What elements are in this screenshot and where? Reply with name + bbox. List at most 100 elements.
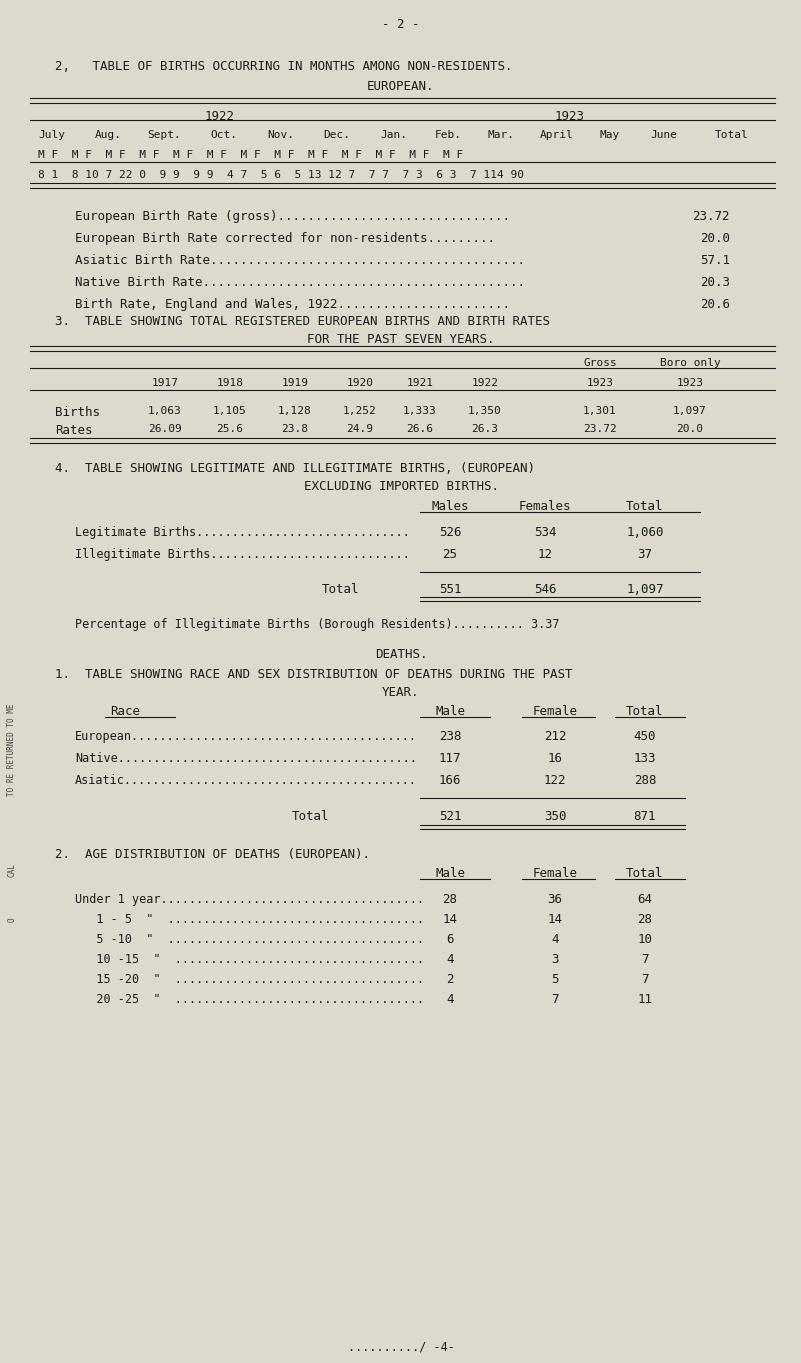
Text: Native Birth Rate...........................................: Native Birth Rate.......................… xyxy=(75,275,525,289)
Text: July: July xyxy=(38,129,65,140)
Text: Feb.: Feb. xyxy=(435,129,462,140)
Text: 12: 12 xyxy=(537,548,553,562)
Text: Males: Males xyxy=(431,500,469,512)
Text: 20.0: 20.0 xyxy=(700,232,730,245)
Text: 450: 450 xyxy=(634,731,656,743)
Text: 1923: 1923 xyxy=(586,378,614,388)
Text: 1919: 1919 xyxy=(281,378,308,388)
Text: Total: Total xyxy=(715,129,749,140)
Text: 526: 526 xyxy=(439,526,461,538)
Text: 25.6: 25.6 xyxy=(216,424,244,433)
Text: Female: Female xyxy=(533,705,578,718)
Text: 122: 122 xyxy=(544,774,566,786)
Text: Percentage of Illegitimate Births (Borough Residents).......... 3.37: Percentage of Illegitimate Births (Borou… xyxy=(75,617,560,631)
Text: EXCLUDING IMPORTED BIRTHS.: EXCLUDING IMPORTED BIRTHS. xyxy=(304,480,498,493)
Text: Asiatic.........................................: Asiatic.................................… xyxy=(75,774,417,786)
Text: 11: 11 xyxy=(638,994,653,1006)
Text: 1918: 1918 xyxy=(216,378,244,388)
Text: 8 1  8 10 7 22 0  9 9  9 9  4 7  5 6  5 13 12 7  7 7  7 3  6 3  7 114 90: 8 1 8 10 7 22 0 9 9 9 9 4 7 5 6 5 13 12 … xyxy=(38,170,524,180)
Text: 26.09: 26.09 xyxy=(148,424,182,433)
Text: 5: 5 xyxy=(551,973,559,985)
Text: Jan.: Jan. xyxy=(380,129,407,140)
Text: 23.72: 23.72 xyxy=(583,424,617,433)
Text: Total: Total xyxy=(626,867,664,880)
Text: 1922: 1922 xyxy=(205,110,235,123)
Text: 5 -10  "  ....................................: 5 -10 " ................................… xyxy=(75,934,424,946)
Text: 10: 10 xyxy=(638,934,653,946)
Text: Birth Rate, England and Wales, 1922.......................: Birth Rate, England and Wales, 1922.....… xyxy=(75,298,510,311)
Text: 2,   TABLE OF BIRTHS OCCURRING IN MONTHS AMONG NON-RESIDENTS.: 2, TABLE OF BIRTHS OCCURRING IN MONTHS A… xyxy=(55,60,513,74)
Text: M F  M F  M F  M F  M F  M F  M F  M F  M F  M F  M F  M F  M F: M F M F M F M F M F M F M F M F M F M F … xyxy=(38,150,463,159)
Text: 117: 117 xyxy=(439,752,461,765)
Text: 20.3: 20.3 xyxy=(700,275,730,289)
Text: Race: Race xyxy=(110,705,140,718)
Text: Illegitimate Births............................: Illegitimate Births.....................… xyxy=(75,548,410,562)
Text: 23.8: 23.8 xyxy=(281,424,308,433)
Text: 133: 133 xyxy=(634,752,656,765)
Text: 1,350: 1,350 xyxy=(468,406,502,416)
Text: 37: 37 xyxy=(638,548,653,562)
Text: 1,301: 1,301 xyxy=(583,406,617,416)
Text: 57.1: 57.1 xyxy=(700,254,730,267)
Text: TO RE RETURNED TO ME: TO RE RETURNED TO ME xyxy=(7,703,17,796)
Text: 23.72: 23.72 xyxy=(693,210,730,224)
Text: 64: 64 xyxy=(638,893,653,906)
Text: 3: 3 xyxy=(551,953,559,966)
Text: 1 - 5  "  ....................................: 1 - 5 " ................................… xyxy=(75,913,424,925)
Text: CAL: CAL xyxy=(7,863,17,876)
Text: 1,252: 1,252 xyxy=(343,406,377,416)
Text: 2: 2 xyxy=(446,973,453,985)
Text: 1923: 1923 xyxy=(555,110,585,123)
Text: Oct.: Oct. xyxy=(210,129,237,140)
Text: 24.9: 24.9 xyxy=(347,424,373,433)
Text: European Birth Rate corrected for non-residents.........: European Birth Rate corrected for non-re… xyxy=(75,232,495,245)
Text: YEAR.: YEAR. xyxy=(382,686,420,699)
Text: 14: 14 xyxy=(548,913,562,925)
Text: 212: 212 xyxy=(544,731,566,743)
Text: 238: 238 xyxy=(439,731,461,743)
Text: 28: 28 xyxy=(442,893,457,906)
Text: 3.  TABLE SHOWING TOTAL REGISTERED EUROPEAN BIRTHS AND BIRTH RATES: 3. TABLE SHOWING TOTAL REGISTERED EUROPE… xyxy=(55,315,550,328)
Text: European........................................: European................................… xyxy=(75,731,417,743)
Text: 1,097: 1,097 xyxy=(673,406,706,416)
Text: 1,333: 1,333 xyxy=(403,406,437,416)
Text: 4: 4 xyxy=(551,934,559,946)
Text: Male: Male xyxy=(435,867,465,880)
Text: 20.6: 20.6 xyxy=(700,298,730,311)
Text: 15 -20  "  ...................................: 15 -20 " ...............................… xyxy=(75,973,424,985)
Text: 6: 6 xyxy=(446,934,453,946)
Text: Asiatic Birth Rate..........................................: Asiatic Birth Rate......................… xyxy=(75,254,525,267)
Text: 26.6: 26.6 xyxy=(406,424,433,433)
Text: 14: 14 xyxy=(442,913,457,925)
Text: 350: 350 xyxy=(544,810,566,823)
Text: Under 1 year.....................................: Under 1 year............................… xyxy=(75,893,424,906)
Text: Boro only: Boro only xyxy=(660,358,720,368)
Text: 551: 551 xyxy=(439,583,461,596)
Text: Females: Females xyxy=(519,500,571,512)
Text: April: April xyxy=(540,129,574,140)
Text: 20 -25  "  ...................................: 20 -25 " ...............................… xyxy=(75,994,424,1006)
Text: 1922: 1922 xyxy=(472,378,498,388)
Text: Female: Female xyxy=(533,867,578,880)
Text: O: O xyxy=(7,917,17,923)
Text: 1.  TABLE SHOWING RACE AND SEX DISTRIBUTION OF DEATHS DURING THE PAST: 1. TABLE SHOWING RACE AND SEX DISTRIBUTI… xyxy=(55,668,573,682)
Text: Total: Total xyxy=(321,583,359,596)
Text: Mar.: Mar. xyxy=(488,129,515,140)
Text: 4: 4 xyxy=(446,953,453,966)
Text: Rates: Rates xyxy=(55,424,92,438)
Text: 1920: 1920 xyxy=(347,378,373,388)
Text: Sept.: Sept. xyxy=(147,129,181,140)
Text: FOR THE PAST SEVEN YEARS.: FOR THE PAST SEVEN YEARS. xyxy=(308,333,495,346)
Text: Gross: Gross xyxy=(583,358,617,368)
Text: Nov.: Nov. xyxy=(267,129,294,140)
Text: Aug.: Aug. xyxy=(95,129,122,140)
Text: 4: 4 xyxy=(446,994,453,1006)
Text: 1917: 1917 xyxy=(151,378,179,388)
Text: 1923: 1923 xyxy=(677,378,703,388)
Text: Births: Births xyxy=(55,406,100,418)
Text: 2.  AGE DISTRIBUTION OF DEATHS (EUROPEAN).: 2. AGE DISTRIBUTION OF DEATHS (EUROPEAN)… xyxy=(55,848,370,861)
Text: DEATHS.: DEATHS. xyxy=(375,647,427,661)
Text: 1,097: 1,097 xyxy=(626,583,664,596)
Text: May: May xyxy=(600,129,620,140)
Text: 288: 288 xyxy=(634,774,656,786)
